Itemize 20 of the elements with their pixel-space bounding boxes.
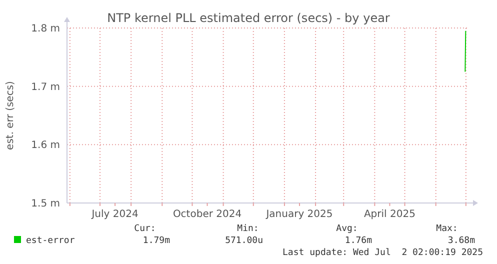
y-tick-label: 1.8 m [31, 24, 60, 34]
text: Max: [436, 224, 458, 234]
y-tick-label: 1.5 m [31, 198, 60, 210]
y-tick-label: 1.6 m [31, 140, 60, 152]
x-tick-label: April 2025 [364, 209, 416, 220]
x-tick-label: October 2024 [172, 209, 242, 220]
y-axis-title: est. err (secs) [5, 80, 16, 150]
chart-title: NTP kernel PLL estimated error (secs) - by year [107, 11, 390, 25]
text: 3.68m [448, 236, 475, 246]
x-tick-label: January 2025 [265, 209, 333, 220]
x-tick-label: July 2024 [90, 209, 138, 220]
text: Cur: [134, 224, 156, 234]
text: 1.76m [344, 236, 372, 246]
text: 571.00u [225, 236, 263, 246]
text: Avg: [336, 224, 358, 234]
y-tick-label: 1.7 m [31, 82, 60, 93]
text: 1.79m [142, 236, 170, 246]
legend-label: est-error [26, 236, 76, 246]
text: Min: [237, 224, 259, 234]
text: Last update: Wed Jul 2 02:00:19 2025 [282, 248, 483, 258]
